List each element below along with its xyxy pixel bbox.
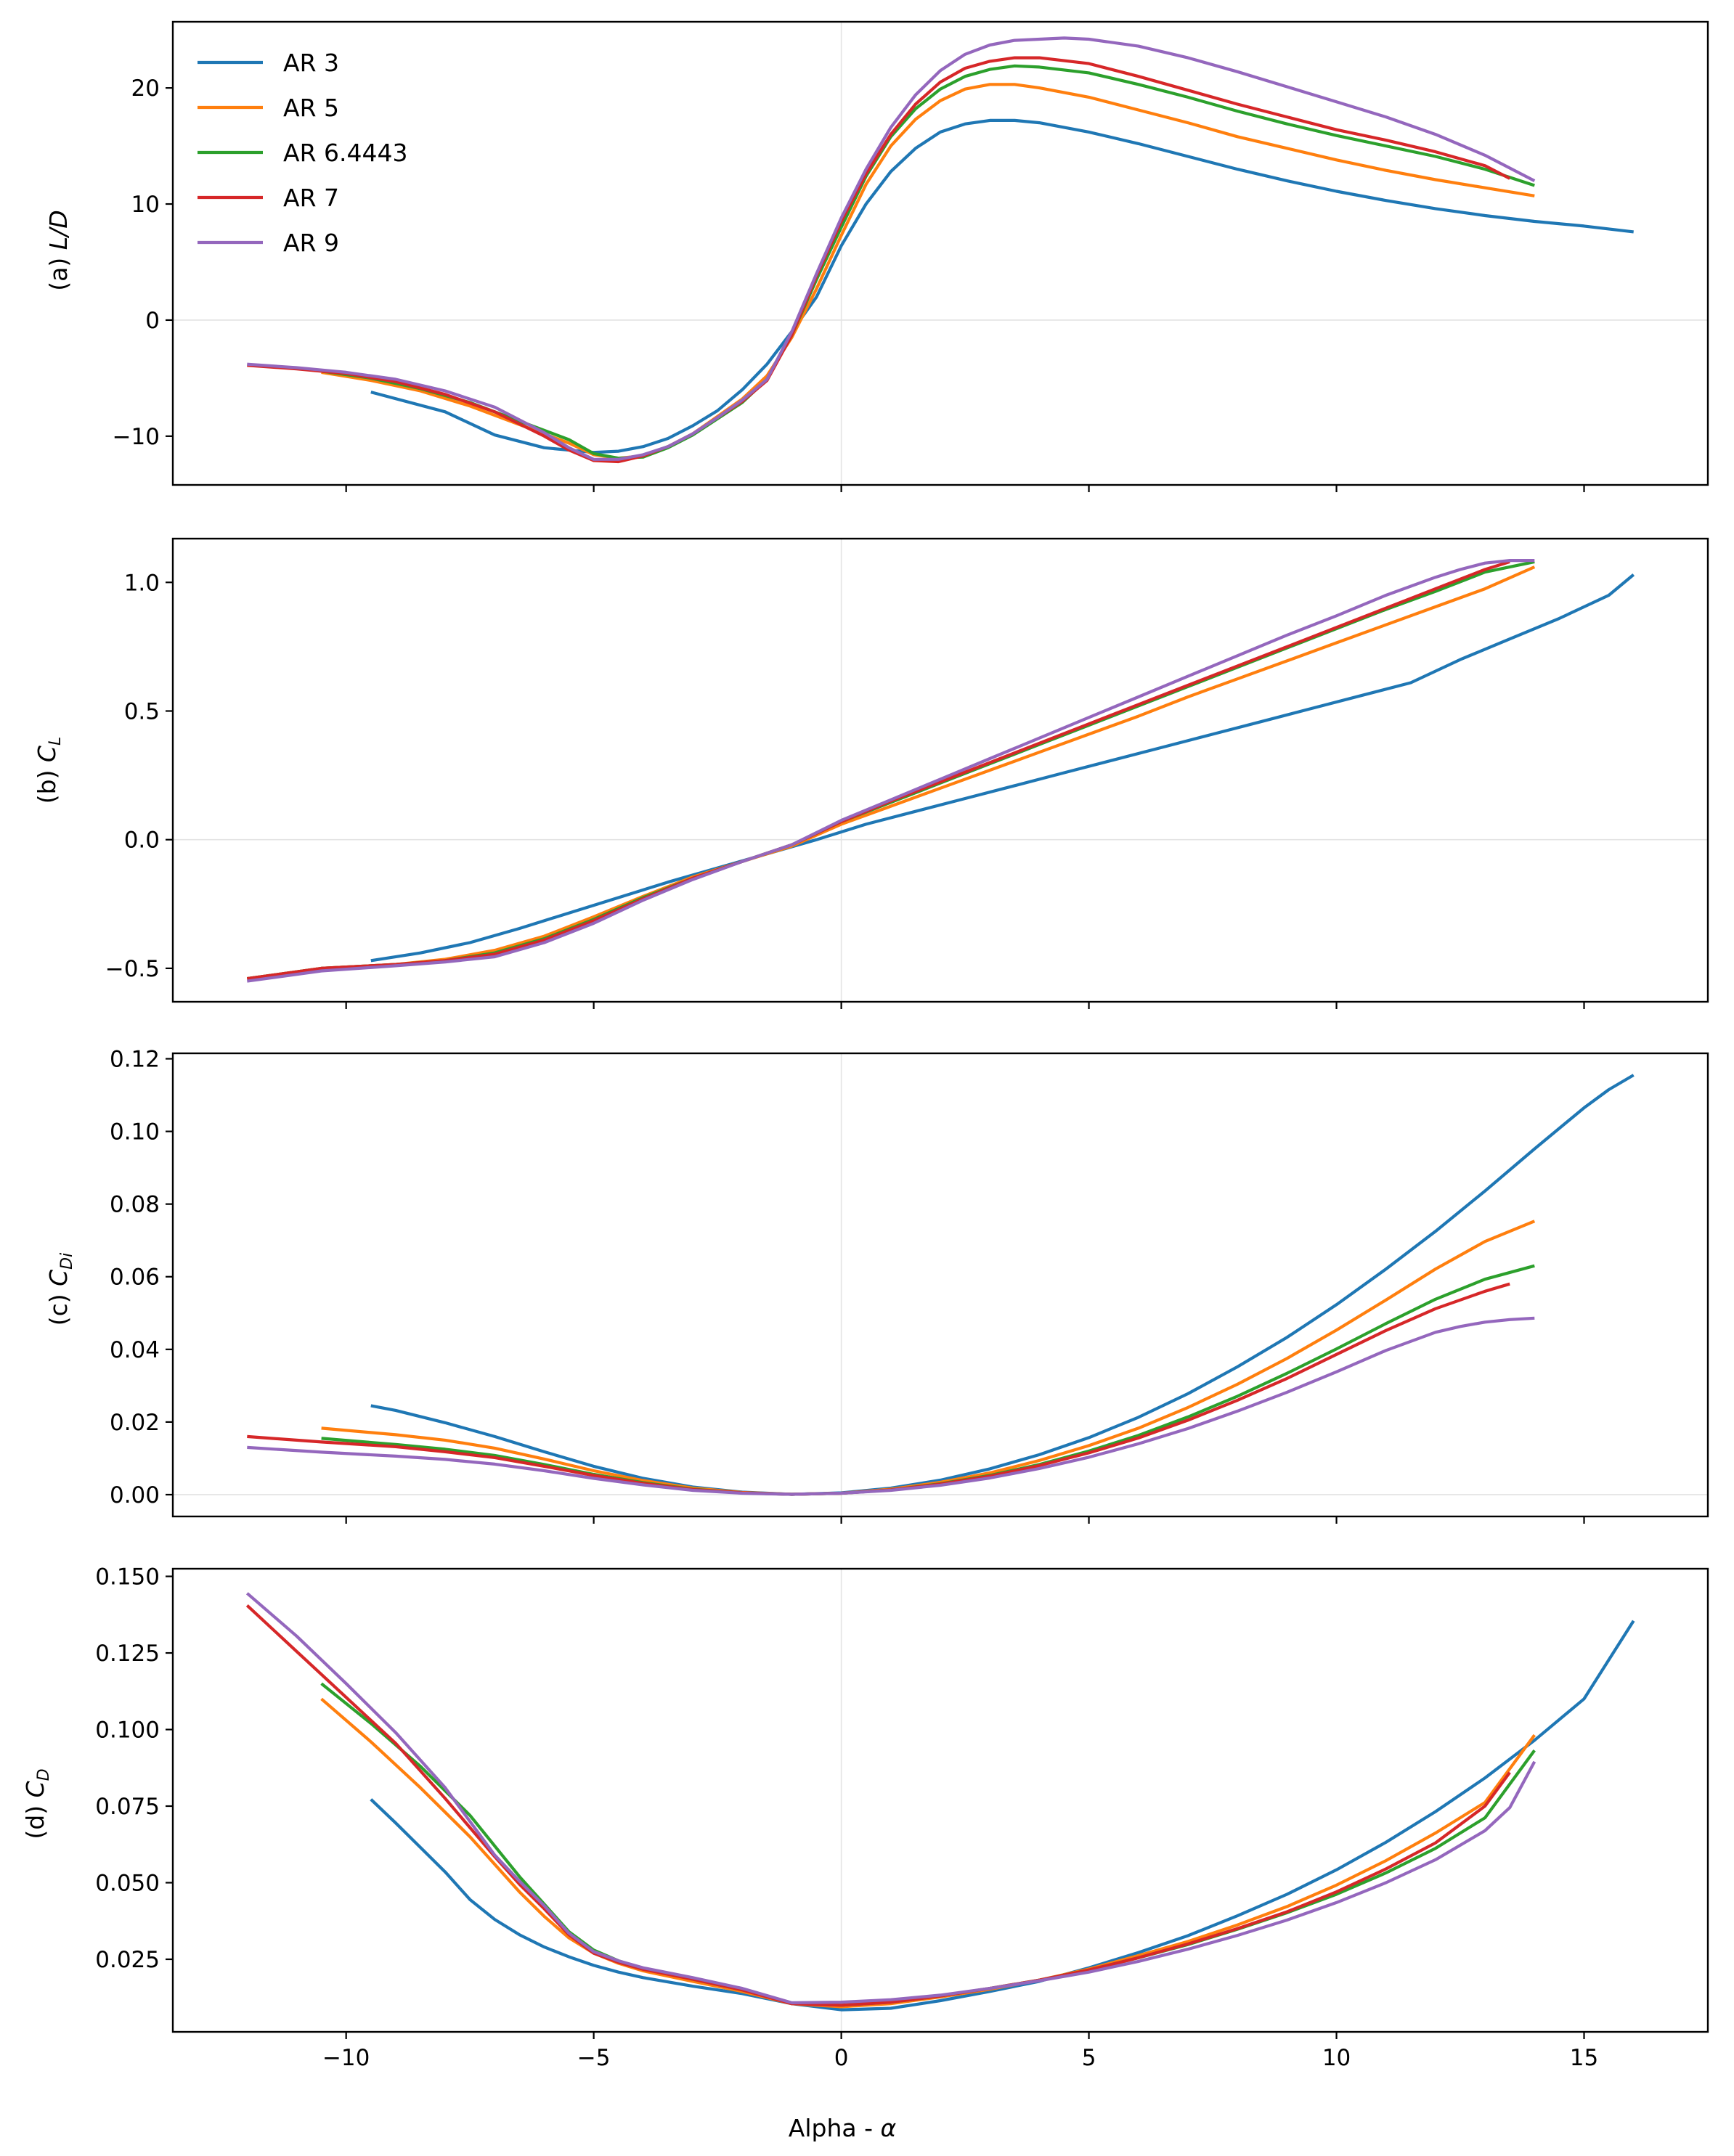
panel-d-x-tick-label: 15 [1570, 2045, 1598, 2071]
legend-label: AR 3 [283, 49, 339, 77]
panel-b-series-ar-7 [247, 560, 1510, 981]
panel-b-series-ar-3 [370, 573, 1635, 963]
panel-b-y-tick-label: 0.0 [124, 828, 160, 854]
panel-a-lift-drag: −10 0 10 20 AR 3 AR 5 AR 6.4443 AR 7 AR 9 (a) L… [44, 20, 1709, 492]
legend-item: AR 7 [198, 184, 339, 212]
panel-c-y-tick-label: 0.02 [110, 1410, 160, 1436]
panel-d-x-tick-label: 10 [1322, 2045, 1351, 2071]
legend-label: AR 9 [283, 229, 339, 257]
panel-b-ticks: −0.5 0.0 0.5 1.0 [105, 570, 1585, 1009]
legend-label: AR 7 [283, 184, 339, 212]
panel-c-series-ar-9 [247, 1316, 1535, 1496]
panel-d-series-lines [245, 1569, 1635, 2032]
panel-b-series-lines [173, 539, 1708, 1002]
panel-d-drag-coefficient: −10 −5 0 5 10 15 0.025 0.050 0.075 0.100 0.125 0.15… [21, 1564, 1709, 2071]
panel-a-series-ar-9 [247, 36, 1536, 461]
panel-a-y-tick-label: 10 [131, 192, 160, 218]
panel-d-x-tick-label: −10 [322, 2045, 370, 2071]
panel-c-ticks: 0.00 0.02 0.04 0.06 0.08 0.10 0.12 [110, 1047, 1585, 1524]
legend-item: AR 6.4443 [198, 139, 407, 167]
legend-label: AR 5 [283, 94, 339, 122]
panel-d-series-ar-3 [370, 1620, 1635, 2012]
panel-a-series-ar-3 [370, 118, 1634, 454]
panel-b-lift-coefficient: −0.5 0.0 0.5 1.0 (b) CL [33, 537, 1709, 1009]
panel-c-y-tick-label: 0.04 [110, 1337, 160, 1363]
panel-d-x-tick-label: 0 [834, 2045, 849, 2071]
panel-a-series-ar-5 [321, 83, 1535, 460]
legend: AR 3 AR 5 AR 6.4443 AR 7 AR 9 [198, 49, 407, 257]
legend-item: AR 5 [198, 94, 339, 122]
panel-d-ylabel: (d) CD [21, 1768, 53, 1839]
panel-c-series-lines [173, 1053, 1708, 1516]
panel-c-y-tick-label: 0.08 [110, 1192, 160, 1218]
panel-b-ylabel: (b) CL [33, 737, 65, 804]
legend-item: AR 9 [198, 229, 339, 257]
legend-label: AR 6.4443 [283, 139, 407, 167]
panel-d-x-tick-label: −5 [577, 2045, 611, 2071]
panel-c-induced-drag-coefficient: 0.00 0.02 0.04 0.06 0.08 0.10 0.12 (c) CDi [44, 1047, 1709, 1524]
panel-d-y-tick-label: 0.050 [95, 1871, 160, 1897]
panel-c-y-tick-label: 0.10 [110, 1119, 160, 1146]
panel-b-y-tick-label: −0.5 [105, 956, 160, 982]
panel-b-series-ar-5 [247, 565, 1536, 981]
panel-d-series-ar-9 [245, 1592, 1536, 2004]
panel-a-series-lines [173, 22, 1708, 485]
panel-c-frame [171, 1052, 1709, 1518]
panel-a-frame [171, 20, 1709, 486]
panel-c-ylabel: (c) CDi [44, 1253, 76, 1326]
panel-a-y-tick-label: 20 [131, 75, 160, 102]
panel-a-ylabel: (a) L/D [44, 210, 73, 290]
panel-d-y-tick-label: 0.075 [95, 1794, 160, 1820]
panel-d-y-tick-label: 0.150 [95, 1564, 160, 1591]
panel-c-y-tick-label: 0.06 [110, 1265, 160, 1291]
panel-b-y-tick-label: 1.0 [124, 570, 160, 596]
panel-a-y-tick-label: 0 [145, 308, 160, 334]
panel-b-series-ar-9 [247, 558, 1535, 983]
x-axis-label: Alpha - α [789, 2114, 897, 2142]
panel-a-y-tick-label: −10 [113, 424, 160, 450]
panel-d-y-tick-label: 0.100 [95, 1718, 160, 1744]
panel-b-frame [171, 537, 1709, 1003]
panel-d-x-tick-label: 5 [1082, 2045, 1096, 2071]
panel-c-y-tick-label: 0.00 [110, 1482, 160, 1508]
legend-item: AR 3 [198, 49, 339, 77]
panel-a-ticks: −10 0 10 20 [113, 75, 1585, 492]
panel-d-y-tick-label: 0.125 [95, 1641, 160, 1667]
panel-c-y-tick-label: 0.12 [110, 1047, 160, 1073]
panel-b-y-tick-label: 0.5 [124, 698, 160, 724]
panel-c-series-ar-3 [370, 1074, 1635, 1496]
panel-d-frame [171, 1567, 1709, 2033]
panel-d-y-tick-label: 0.025 [95, 1947, 160, 1973]
panel-d-ticks: −10 −5 0 5 10 15 0.025 0.050 0.075 0.100 0.125 0.15… [95, 1564, 1598, 2071]
